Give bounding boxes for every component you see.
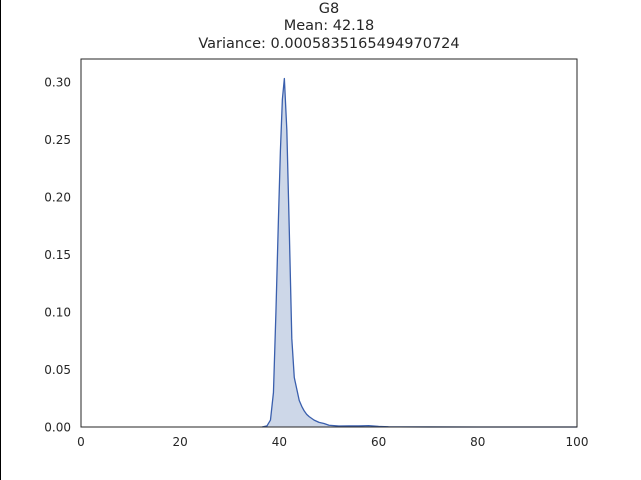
density-line-0 [261,77,578,428]
y-tick-label: 0.20 [44,191,71,205]
chart-title-line-1: G8 [319,1,339,17]
y-tick-label: 0.25 [44,133,71,147]
x-tick-label: 80 [470,435,485,449]
y-axis: 0.00 0.05 0.10 0.15 0.20 0.25 0.30 [44,76,71,435]
y-tick-label: 0.30 [44,76,71,90]
window-left-edge [0,0,1,480]
chart-title-group: G8 Mean: 42.18 Variance: 0.0005835165494… [198,1,459,52]
y-tick-label: 0.15 [44,248,71,262]
x-tick-label: 40 [272,435,287,449]
y-tick-label: 0.05 [44,363,71,377]
x-tick-label: 20 [173,435,188,449]
x-tick-label: 60 [371,435,386,449]
x-axis: 0 20 40 60 80 100 [77,435,588,449]
density-area-fill-0 [262,78,577,428]
y-tick-label: 0.10 [44,306,71,320]
x-tick-label: 100 [566,435,589,449]
plot-area [261,77,578,428]
y-tick-label: 0.00 [44,421,71,435]
chart-title-line-2: Mean: 42.18 [284,18,375,34]
x-tick-label: 0 [77,435,85,449]
plot-frame [80,58,578,428]
chart-title-line-3: Variance: 0.0005835165494970724 [198,36,459,52]
